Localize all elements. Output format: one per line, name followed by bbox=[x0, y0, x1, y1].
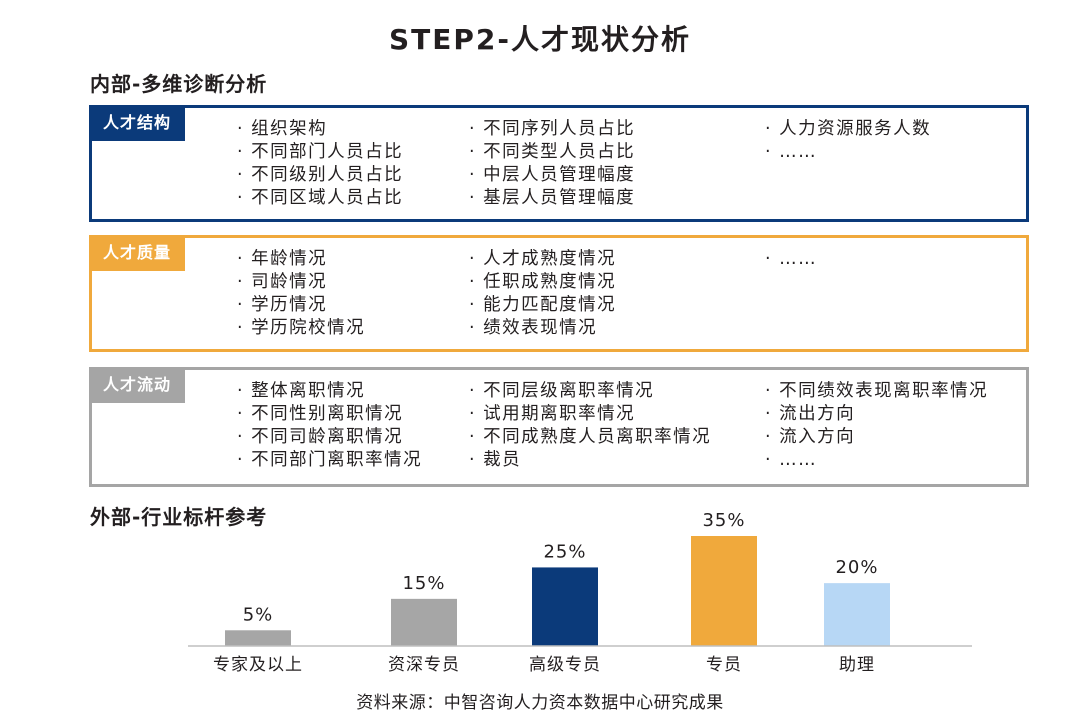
list-item: 不同层级离职率情况 bbox=[469, 380, 711, 403]
data-label: 15% bbox=[402, 573, 445, 594]
bar bbox=[225, 630, 291, 646]
talent-structure-box: 人才结构 组织架构不同部门人员占比不同级别人员占比不同区域人员占比 不同序列人员… bbox=[89, 105, 1029, 222]
bar bbox=[691, 536, 757, 646]
col-2: 不同序列人员占比不同类型人员占比中层人员管理幅度基层人员管理幅度 bbox=[469, 118, 635, 210]
col-1: 整体离职情况不同性别离职情况不同司龄离职情况不同部门离职率情况 bbox=[237, 380, 422, 472]
list-item: 不同成熟度人员离职率情况 bbox=[469, 426, 711, 449]
category-label: 专员 bbox=[706, 655, 742, 675]
list-item: 学历院校情况 bbox=[237, 317, 365, 340]
col-2: 人才成熟度情况任职成熟度情况能力匹配度情况绩效表现情况 bbox=[469, 248, 616, 340]
list-item: 能力匹配度情况 bbox=[469, 294, 616, 317]
internal-section-heading: 内部-多维诊断分析 bbox=[90, 72, 268, 96]
page-title: STEP2-人才现状分析 bbox=[388, 23, 692, 56]
external-section-heading: 外部-行业标杆参考 bbox=[90, 505, 268, 529]
col-3: 不同绩效表现离职率情况流出方向流入方向…… bbox=[765, 380, 988, 472]
talent-quality-box: 人才质量 年龄情况司龄情况学历情况学历院校情况 人才成熟度情况任职成熟度情况能力… bbox=[89, 235, 1029, 352]
bar bbox=[391, 598, 457, 646]
list-item: 试用期离职率情况 bbox=[469, 403, 711, 426]
list-item: …… bbox=[765, 248, 817, 271]
data-label: 25% bbox=[543, 541, 586, 562]
col-1: 年龄情况司龄情况学历情况学历院校情况 bbox=[237, 248, 365, 340]
category-label: 助理 bbox=[839, 655, 875, 675]
col-3: 人力资源服务人数…… bbox=[765, 118, 931, 164]
list-item: 裁员 bbox=[469, 449, 711, 472]
talent-quality-tag: 人才质量 bbox=[89, 235, 185, 271]
list-item: 不同部门人员占比 bbox=[237, 141, 403, 164]
list-item: 整体离职情况 bbox=[237, 380, 422, 403]
list-item: 不同级别人员占比 bbox=[237, 164, 403, 187]
data-label: 20% bbox=[835, 557, 878, 578]
source-note: 资料来源：中智咨询人力资本数据中心研究成果 bbox=[356, 693, 724, 713]
list-item: 不同性别离职情况 bbox=[237, 403, 422, 426]
category-label: 高级专员 bbox=[529, 655, 601, 675]
list-item: 人才成熟度情况 bbox=[469, 248, 616, 271]
data-label: 5% bbox=[243, 604, 274, 625]
list-item: 不同部门离职率情况 bbox=[237, 449, 422, 472]
list-item: 不同类型人员占比 bbox=[469, 141, 635, 164]
list-item: 流出方向 bbox=[765, 403, 988, 426]
list-item: 基层人员管理幅度 bbox=[469, 187, 635, 210]
col-2: 不同层级离职率情况试用期离职率情况不同成熟度人员离职率情况裁员 bbox=[469, 380, 711, 472]
bar bbox=[532, 567, 598, 646]
list-item: 人力资源服务人数 bbox=[765, 118, 931, 141]
category-label: 资深专员 bbox=[388, 655, 460, 675]
talent-flow-tag: 人才流动 bbox=[89, 367, 185, 403]
talent-flow-box: 人才流动 整体离职情况不同性别离职情况不同司龄离职情况不同部门离职率情况 不同层… bbox=[89, 367, 1029, 487]
list-item: 组织架构 bbox=[237, 118, 403, 141]
talent-structure-tag: 人才结构 bbox=[89, 105, 185, 141]
list-item: 学历情况 bbox=[237, 294, 365, 317]
col-3: …… bbox=[765, 248, 817, 271]
list-item: 任职成熟度情况 bbox=[469, 271, 616, 294]
list-item: 不同序列人员占比 bbox=[469, 118, 635, 141]
list-item: 中层人员管理幅度 bbox=[469, 164, 635, 187]
category-label: 专家及以上 bbox=[213, 655, 303, 675]
list-item: …… bbox=[765, 141, 931, 164]
list-item: 不同绩效表现离职率情况 bbox=[765, 380, 988, 403]
col-1: 组织架构不同部门人员占比不同级别人员占比不同区域人员占比 bbox=[237, 118, 403, 210]
list-item: 司龄情况 bbox=[237, 271, 365, 294]
list-item: 流入方向 bbox=[765, 426, 988, 449]
list-item: 年龄情况 bbox=[237, 248, 365, 271]
bar bbox=[824, 583, 890, 646]
data-label: 35% bbox=[702, 510, 745, 531]
list-item: 不同区域人员占比 bbox=[237, 187, 403, 210]
list-item: 不同司龄离职情况 bbox=[237, 426, 422, 449]
list-item: 绩效表现情况 bbox=[469, 317, 616, 340]
list-item: …… bbox=[765, 449, 988, 472]
